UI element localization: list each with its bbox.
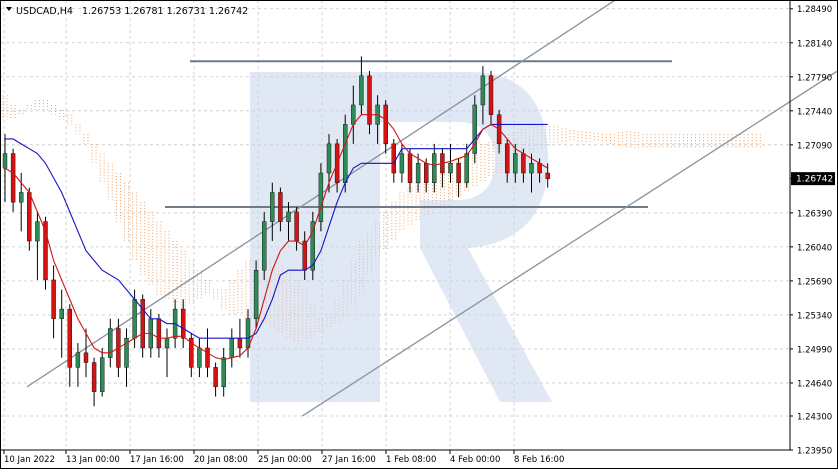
candle-body <box>472 104 477 154</box>
candle-body <box>189 338 194 368</box>
y-tick-label: 1.27790 <box>797 73 832 83</box>
candle-body <box>108 328 113 358</box>
x-axis: 10 Jan 2022 13 Jan 00:00 17 Jan 16:00 20 Ja… <box>3 450 564 465</box>
candle-body <box>310 221 315 271</box>
candle-body <box>448 163 453 174</box>
candle-body <box>197 347 202 368</box>
x-tick-label: 13 Jan 00:00 <box>66 455 120 465</box>
candle-body <box>351 104 356 125</box>
candle-body <box>391 143 396 174</box>
candle-body <box>359 75 364 106</box>
x-tick-label: 25 Jan 00:00 <box>258 455 312 465</box>
horizontal-levels <box>165 60 672 209</box>
candle-body <box>505 143 510 174</box>
candle-body <box>35 221 40 242</box>
candle-body <box>2 153 8 169</box>
candle-body <box>367 75 372 125</box>
candle-body <box>205 347 210 368</box>
candle-body <box>488 75 494 115</box>
candle-body <box>326 143 332 174</box>
y-tick-label: 1.27440 <box>797 107 832 117</box>
candlesticks <box>2 56 550 407</box>
candle-body <box>10 153 16 203</box>
x-tick-label: 10 Jan 2022 <box>4 455 55 465</box>
current-price-tag: 1.26742 <box>791 172 835 186</box>
candle-body <box>140 299 145 349</box>
candle-body <box>132 299 137 339</box>
ichimoku-lines <box>4 114 548 361</box>
candle-body <box>27 192 32 242</box>
chart-header: USDCAD,H4 1.26753 1.26781 1.26731 1.2674… <box>6 6 248 17</box>
candle-body <box>399 153 405 174</box>
candle-body <box>318 172 324 222</box>
candle-body <box>156 318 162 349</box>
kijun-line <box>5 123 548 339</box>
candle-body <box>83 352 89 363</box>
tenkan-line <box>4 114 548 361</box>
x-tick-label: 27 Jan 16:00 <box>322 455 376 465</box>
candle-body <box>270 192 275 222</box>
candle-body <box>343 124 348 183</box>
current-price-label: 1.26742 <box>796 175 833 185</box>
candle-body <box>415 163 421 183</box>
x-tick-label: 8 Feb 16:00 <box>514 455 564 465</box>
triangle-down-icon[interactable] <box>6 7 12 11</box>
candle-body <box>529 163 534 174</box>
y-tick-label: 1.24300 <box>797 412 832 422</box>
candle-body <box>237 338 243 349</box>
candle-body <box>253 269 259 319</box>
candle-body <box>278 192 283 222</box>
candle-body <box>286 211 291 222</box>
y-tick-label: 1.24990 <box>797 345 832 355</box>
y-tick-label: 1.28140 <box>797 39 832 49</box>
candle-body <box>424 163 429 183</box>
candle-body <box>521 153 526 174</box>
y-tick-label: 1.25340 <box>797 311 832 321</box>
candle-body <box>213 367 218 388</box>
x-tick-label: 4 Feb 00:00 <box>450 455 500 465</box>
y-tick-label: 1.26390 <box>797 209 832 219</box>
candle-body <box>262 221 267 271</box>
candle-body <box>19 192 24 203</box>
channel-line <box>302 69 838 417</box>
candle-body <box>67 308 73 368</box>
candle-body <box>229 338 235 358</box>
candle-body <box>383 104 388 145</box>
symbol-label: USDCAD,H4 <box>16 6 73 17</box>
x-tick-label: 17 Jan 16:00 <box>130 455 184 465</box>
candle-body <box>91 362 97 392</box>
candle-body <box>456 163 461 183</box>
candle-body <box>464 153 469 183</box>
candle-body <box>221 357 226 388</box>
x-tick-label: 20 Jan 08:00 <box>194 455 248 465</box>
y-tick-label: 1.24640 <box>797 379 832 389</box>
y-tick-label: 1.27090 <box>797 141 832 151</box>
candle-body <box>59 308 64 319</box>
y-tick-label: 1.28490 <box>797 5 832 15</box>
candle-body <box>545 172 550 180</box>
candle-body <box>51 279 56 319</box>
candle-body <box>75 352 81 368</box>
candle-body <box>164 338 170 349</box>
candle-body <box>43 221 48 281</box>
candle-body <box>480 75 486 106</box>
candle-body <box>180 308 186 339</box>
candle-body <box>124 338 129 368</box>
x-tick-label: 1 Feb 08:00 <box>386 455 436 465</box>
candle-body <box>294 211 299 242</box>
candle-body <box>513 153 518 174</box>
y-tick-label: 1.23950 <box>797 447 832 457</box>
y-tick-label: 1.26040 <box>797 243 832 253</box>
y-tick-label: 1.25690 <box>797 277 832 287</box>
ohlc-label: 1.26753 1.26781 1.26731 1.26742 <box>82 6 248 17</box>
candle-body <box>99 357 105 392</box>
watermark-logo <box>250 72 552 402</box>
candle-body <box>432 153 437 183</box>
candle-body <box>407 153 413 183</box>
